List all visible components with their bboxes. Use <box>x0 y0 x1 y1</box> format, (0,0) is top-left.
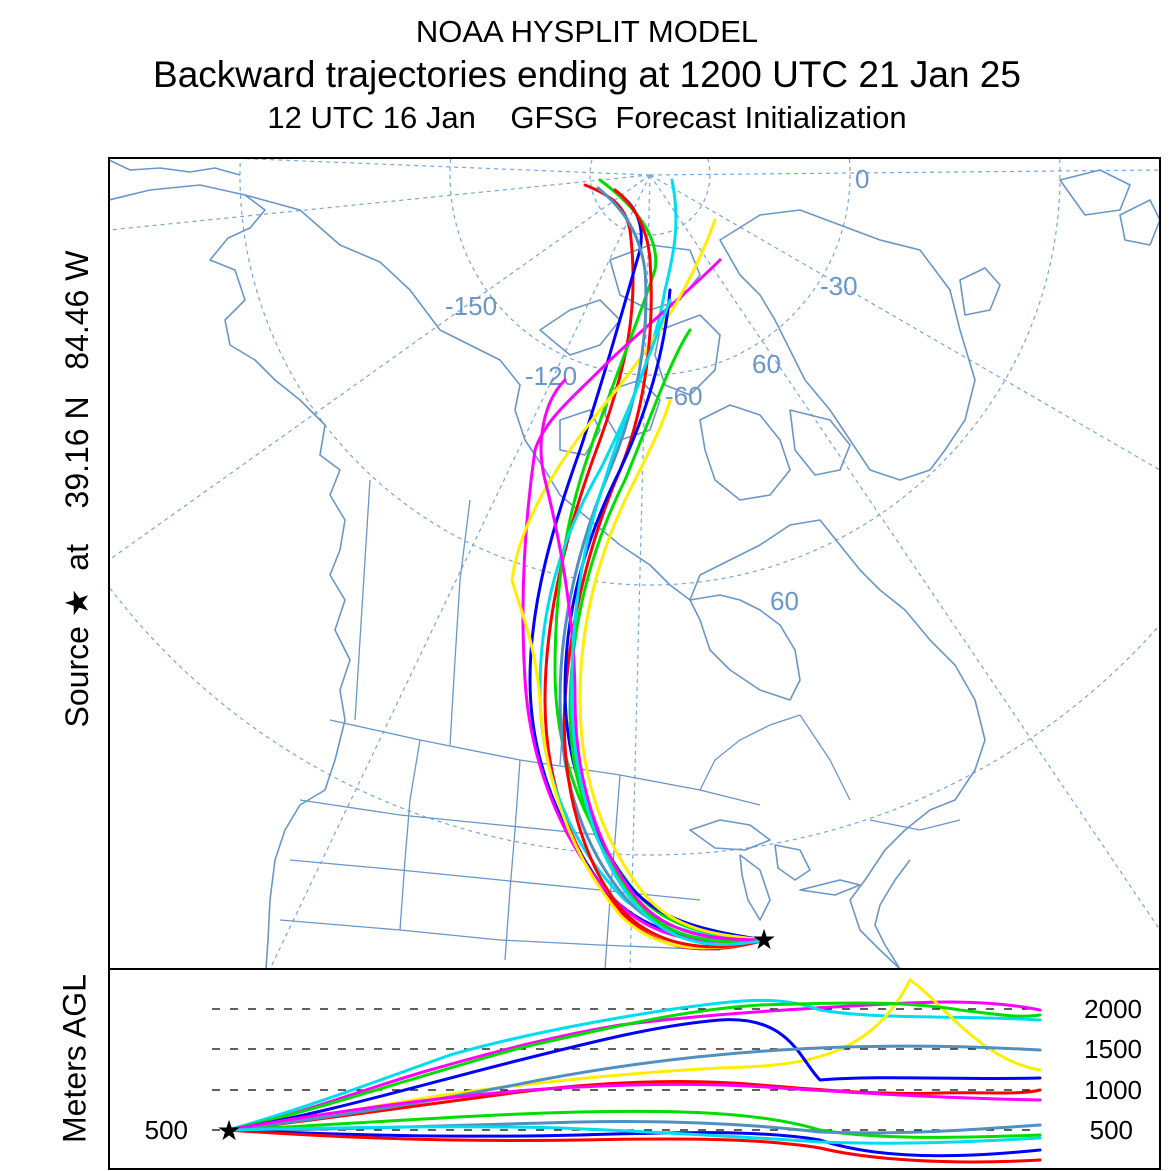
trajectory-green <box>553 178 767 942</box>
trajectory-steelblue <box>558 186 767 943</box>
meridian-label-m60: -60 <box>665 381 703 411</box>
height-profile-cyan-2 <box>226 1125 1042 1145</box>
height-profile-cyan <box>226 998 1042 1132</box>
model-name: NOAA HYSPLIT MODEL <box>415 14 759 49</box>
trajectory-yellow <box>510 218 767 950</box>
height-tick-2000: 2000 <box>1084 994 1142 1024</box>
trajectory-red <box>543 183 767 951</box>
height-tick-500: 500 <box>1090 1115 1133 1145</box>
parallel-label-60a: 60 <box>752 349 781 379</box>
height-tick-1500: 1500 <box>1084 1034 1142 1064</box>
height-frame <box>108 968 1161 1170</box>
height-profile-magenta-2 <box>226 1082 1042 1132</box>
height-profile-red-2 <box>226 1128 1042 1164</box>
map-subtitle: 12 UTC 16 Jan GFSG Forecast Initializati… <box>267 100 907 135</box>
height-tick-1000: 1000 <box>1084 1075 1142 1105</box>
height-profile-red <box>226 1080 1042 1132</box>
meridian-label-m150: -150 <box>445 291 497 321</box>
height-tick-labels: 2000 1500 1000 500 500 <box>145 994 1142 1145</box>
trajectory-cyan-2 <box>570 298 767 946</box>
map-title: Backward trajectories ending at 1200 UTC… <box>153 54 1021 95</box>
trajectory-magenta <box>521 258 767 944</box>
start-height-label: 500 <box>145 1115 188 1145</box>
trajectory-green-2 <box>568 328 767 944</box>
trajectory-blue-2 <box>563 288 767 942</box>
height-panel: 2000 1500 1000 500 500 ★ <box>145 978 1142 1164</box>
height-profiles <box>226 978 1042 1164</box>
meridian-label-m30: -30 <box>820 271 858 301</box>
height-profile-blue <box>226 1018 1042 1132</box>
trajectory-yellow-2 <box>578 398 767 942</box>
graticule-labels: 0 -30 -150 -120 -60 60 60 <box>445 164 869 616</box>
meridian-label-m120: -120 <box>525 361 577 391</box>
source-star-height: ★ <box>216 1115 241 1146</box>
trajectory-magenta-2 <box>539 378 767 942</box>
height-profile-steelblue <box>226 1044 1042 1132</box>
height-profile-green-2 <box>226 1109 1042 1139</box>
parallel-label-60b: 60 <box>770 586 799 616</box>
coastlines <box>109 159 1160 969</box>
trajectories <box>510 178 767 951</box>
height-profile-green <box>226 1001 1042 1132</box>
meridian-label-0: 0 <box>855 164 869 194</box>
source-star-map: ★ <box>751 924 776 955</box>
